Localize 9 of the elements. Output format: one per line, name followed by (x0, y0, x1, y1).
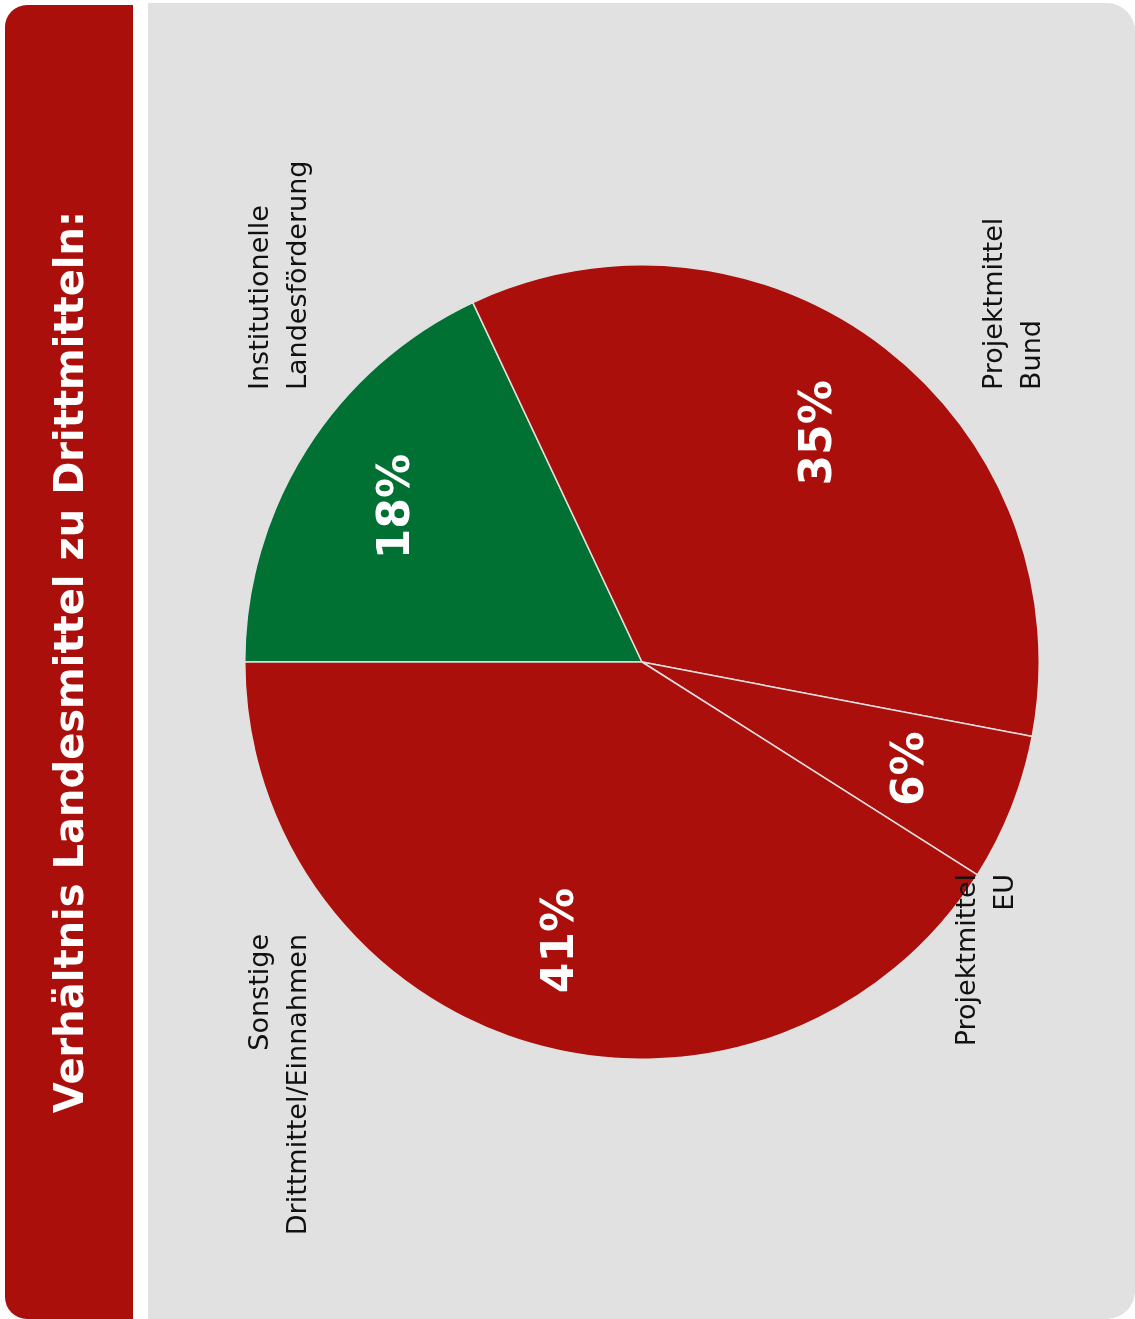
data-label: 41% (531, 887, 583, 994)
data-label: 6% (882, 731, 934, 807)
data-label: 35% (790, 380, 842, 486)
slice-label: Projektmittel Bund (977, 217, 1047, 390)
slice-label: Institutionelle Landesförderung (243, 160, 313, 390)
slice-label: Projektmittel EU (950, 874, 1020, 1047)
data-label: 18% (367, 453, 419, 560)
slice-label: Sonstige Drittmittel/Einnahmen (243, 934, 313, 1236)
text: Verhältnis Landesmittel zu Drittmitteln: (46, 210, 92, 1114)
